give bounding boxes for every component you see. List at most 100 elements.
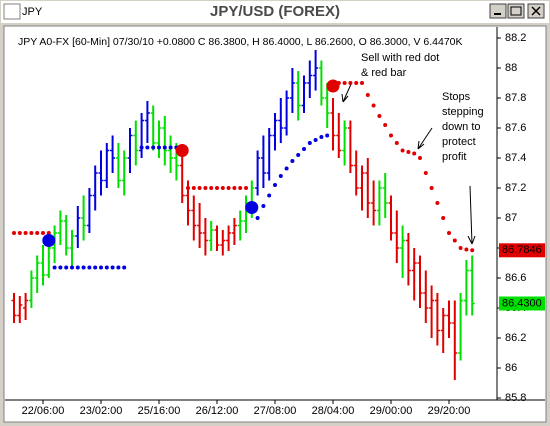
stop-dot xyxy=(435,201,440,205)
y-tick-label: 87.6 xyxy=(505,122,526,134)
x-tick-label: 27/08:00 xyxy=(254,405,297,417)
stop-dot xyxy=(226,186,231,190)
signal-dot xyxy=(326,79,340,93)
stop-dot xyxy=(81,265,86,270)
stop-dot xyxy=(23,231,28,235)
arrow xyxy=(417,127,433,150)
signal-dot xyxy=(245,201,259,214)
stop-dot xyxy=(99,265,103,270)
signal-dot xyxy=(42,234,56,247)
annotation: stepping xyxy=(442,106,484,118)
last-price-label: 86.4300 xyxy=(502,297,542,309)
stop-dot xyxy=(429,186,434,190)
annotation: & red bar xyxy=(361,67,407,79)
x-tick-label: 29/00:00 xyxy=(370,405,413,417)
x-tick-label: 29/20:00 xyxy=(428,405,471,417)
window-icon xyxy=(3,3,21,20)
stop-dot xyxy=(52,265,57,270)
stop-dot xyxy=(238,186,243,190)
stop-dot xyxy=(313,138,318,142)
stop-dot xyxy=(458,246,463,250)
window-buttons[interactable] xyxy=(489,3,545,19)
stop-dot xyxy=(470,248,475,253)
stop-dot xyxy=(348,81,353,85)
stop-dot xyxy=(104,265,109,270)
chart-subtitle: JPY A0-FX [60-Min] 07/30/10 +0.0800 C 86… xyxy=(18,36,463,48)
last-price-box xyxy=(499,296,545,311)
window-title: JPY/USD (FOREX) xyxy=(210,3,340,20)
stop-dot xyxy=(302,147,306,151)
title-bar xyxy=(1,1,549,23)
stop-dot xyxy=(203,186,208,190)
stop-dot xyxy=(145,145,150,150)
maximize-icon xyxy=(510,6,522,16)
stop-dot xyxy=(307,141,312,145)
stop-dot xyxy=(354,81,359,85)
annotation: protect xyxy=(442,136,476,148)
stop-dot xyxy=(255,216,260,220)
chart-panel xyxy=(3,25,547,423)
minimize-button[interactable] xyxy=(489,3,507,19)
y-tick-label: 86 xyxy=(505,362,517,374)
stop-dot xyxy=(406,150,411,154)
stop-dot xyxy=(412,151,417,156)
close-icon xyxy=(531,6,541,16)
stop-dot xyxy=(377,114,382,118)
annotation: Stops xyxy=(442,91,471,103)
stop-dot xyxy=(452,238,457,243)
stop-dot xyxy=(400,148,405,153)
stop-dot xyxy=(64,265,69,270)
stop-dot xyxy=(93,265,98,270)
y-tick-label: 87.2 xyxy=(505,182,526,194)
stop-dot xyxy=(394,141,399,145)
stop-dot xyxy=(17,231,22,235)
y-tick-label: 88 xyxy=(505,62,517,74)
stop-dot xyxy=(197,186,202,190)
stop-dot xyxy=(278,174,283,178)
arrow xyxy=(341,81,353,103)
stop-dot xyxy=(296,153,301,157)
y-tick-label: 86.6 xyxy=(505,272,526,284)
stop-dot xyxy=(383,123,388,127)
stop-dot xyxy=(423,171,428,175)
annotation: Sell with red dot xyxy=(361,52,439,64)
stop-dot xyxy=(75,265,80,270)
stop-dot xyxy=(46,231,51,235)
stop-dot xyxy=(35,231,40,235)
y-tick-label: 88.2 xyxy=(505,32,526,44)
stop-dot xyxy=(290,159,295,163)
stop-dot xyxy=(232,186,237,190)
annotation: profit xyxy=(442,151,466,163)
signal-dot xyxy=(175,144,189,157)
stop-dot xyxy=(116,265,121,270)
stop-dot xyxy=(29,231,34,235)
stop-dot xyxy=(215,186,219,190)
stop-dot xyxy=(447,231,451,235)
window-icon-label: JPY xyxy=(22,6,43,18)
stop-dot xyxy=(267,193,272,198)
x-tick-label: 22/06:00 xyxy=(22,405,65,417)
stop-dot xyxy=(220,186,225,190)
stop-dot xyxy=(41,231,45,235)
maximize-button[interactable] xyxy=(507,3,525,19)
y-tick-label: 87.8 xyxy=(505,92,526,104)
stop-dot xyxy=(365,93,370,97)
stop-dot xyxy=(284,166,289,171)
stop-dot xyxy=(342,81,347,85)
stop-dot xyxy=(12,231,16,235)
x-tick-label: 26/12:00 xyxy=(196,405,239,417)
stop-dot xyxy=(70,265,74,270)
y-tick-label: 86.2 xyxy=(505,332,526,344)
arrow xyxy=(467,185,476,245)
stop-dot xyxy=(273,183,277,187)
last-stop-box xyxy=(499,243,545,258)
y-tick-label: 87.4 xyxy=(505,152,526,164)
stop-dot xyxy=(325,133,330,138)
stop-dot xyxy=(58,265,63,270)
annotation-arrows xyxy=(341,81,476,245)
x-tick-label: 23/02:00 xyxy=(80,405,123,417)
stop-dot xyxy=(209,186,214,190)
stop-dot xyxy=(122,265,127,270)
